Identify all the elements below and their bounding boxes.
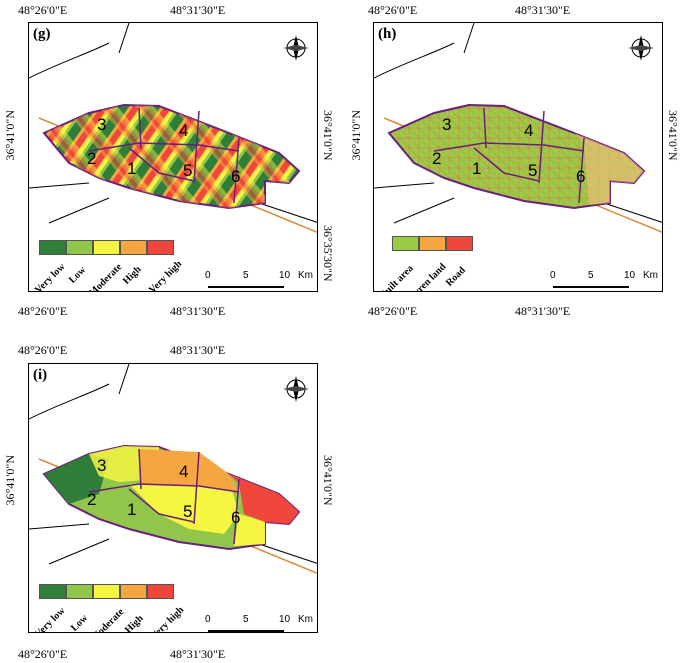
legend-swatch-moderate-i bbox=[93, 584, 120, 599]
lat-label-right-h: 36°41'0"N bbox=[666, 110, 680, 161]
legend-swatch-low bbox=[66, 240, 93, 255]
legend-swatch-very-high-i bbox=[147, 584, 174, 599]
zone-label-2-i: 2 bbox=[87, 490, 97, 509]
north-arrow-icon-h bbox=[624, 31, 658, 65]
zone-label-3-i: 3 bbox=[97, 456, 107, 475]
scale-unit-i: Km bbox=[298, 614, 313, 625]
zone-boundaries-g bbox=[88, 107, 240, 204]
lon-label-top-left-i: 48°26'0"E bbox=[18, 343, 68, 357]
zone-label-4-i: 4 bbox=[179, 462, 189, 481]
lat-label-left-i: 36°41'0"N bbox=[3, 455, 17, 506]
lat-label-right: 36°41'0"N bbox=[321, 110, 335, 161]
map-canvas-i bbox=[29, 364, 317, 574]
zone-label-4-h: 4 bbox=[524, 121, 534, 140]
map-canvas-h bbox=[374, 23, 662, 233]
lon-label-top-right: 48°31'30"E bbox=[170, 3, 226, 17]
lon-label-top-left-h: 48°26'0"E bbox=[368, 3, 418, 17]
scale-tick-0-h: 0 bbox=[550, 270, 556, 281]
map-frame-h: (h) 3 4 2 1 5 6 Built area Barren land R… bbox=[373, 22, 663, 292]
lon-label-top-right-h: 48°31'30"E bbox=[515, 3, 571, 17]
scale-unit-h: Km bbox=[643, 270, 658, 281]
map-frame-i: (i) 3 4 2 1 5 6 Very low Low Moderate Hi… bbox=[28, 363, 318, 633]
scale-tick-5: 5 bbox=[243, 270, 249, 281]
legend-swatch-high-i bbox=[120, 584, 147, 599]
lon-label-bottom-left-i: 48°26'0"E bbox=[18, 647, 68, 661]
lat-label-right-i: 36°41'0"N bbox=[321, 455, 335, 506]
lon-label-bottom-left-h: 48°26'0"E bbox=[368, 304, 418, 318]
map-frame-g: (g) 3 4 2 1 5 6 Very low Low Moderate Hi… bbox=[28, 22, 318, 292]
legend-g bbox=[39, 240, 174, 255]
zone-label-1: 1 bbox=[127, 159, 137, 178]
legend-swatch-very-low bbox=[39, 240, 66, 255]
legend-swatch-high bbox=[120, 240, 147, 255]
legend-swatch-road bbox=[446, 236, 473, 251]
north-arrow-icon bbox=[279, 31, 313, 65]
legend-i bbox=[39, 584, 174, 599]
road-lines-h bbox=[374, 23, 662, 224]
zone-label-6: 6 bbox=[231, 167, 241, 186]
zone-label-2-h: 2 bbox=[432, 149, 442, 168]
panel-label-h: (h) bbox=[378, 26, 397, 42]
lon-label-top-left: 48°26'0"E bbox=[18, 3, 68, 17]
scale-tick-10-h: 10 bbox=[624, 270, 636, 281]
legend-h bbox=[392, 236, 473, 251]
scale-tick-5-h: 5 bbox=[588, 270, 594, 281]
legend-swatch-built-area bbox=[392, 236, 419, 251]
legend-swatch-barren-land bbox=[419, 236, 446, 251]
zone-boundaries-i bbox=[88, 448, 240, 545]
lon-label-bottom-right-i: 48°31'30"E bbox=[170, 647, 226, 661]
legend-swatch-low-i bbox=[66, 584, 93, 599]
zone-label-4: 4 bbox=[179, 121, 189, 140]
legend-swatch-very-high bbox=[147, 240, 174, 255]
panel-label-i: (i) bbox=[33, 367, 48, 383]
road-lines-i bbox=[29, 364, 317, 565]
scale-tick-10: 10 bbox=[279, 270, 291, 281]
lon-label-bottom-right: 48°31'30"E bbox=[170, 304, 226, 318]
scale-tick-10-i: 10 bbox=[279, 614, 291, 625]
north-arrow-icon-i bbox=[279, 372, 313, 406]
zone-boundaries-h bbox=[433, 107, 585, 204]
panel-label-g: (g) bbox=[33, 26, 51, 42]
zone-label-6-i: 6 bbox=[231, 508, 241, 527]
zone-label-3: 3 bbox=[97, 115, 107, 134]
road-lines bbox=[29, 23, 317, 224]
map-canvas-g bbox=[29, 23, 317, 233]
lat-label-right-lower: 36°35'30"N bbox=[321, 225, 335, 282]
lon-label-top-right-i: 48°31'30"E bbox=[170, 343, 226, 357]
lon-label-bottom-left: 48°26'0"E bbox=[18, 304, 68, 318]
zone-label-3-h: 3 bbox=[442, 115, 452, 134]
lat-label-left-h: 36°41'0"N bbox=[349, 110, 363, 161]
zone-label-6-h: 6 bbox=[576, 167, 586, 186]
scale-unit: Km bbox=[298, 270, 313, 281]
zone-label-5-i: 5 bbox=[183, 502, 193, 521]
zone-label-1-h: 1 bbox=[472, 159, 482, 178]
lat-label-left: 36°41'0"N bbox=[3, 110, 17, 161]
lon-label-bottom-right-h: 48°31'30"E bbox=[515, 304, 571, 318]
scale-tick-0: 0 bbox=[205, 270, 211, 281]
zone-label-5: 5 bbox=[183, 161, 193, 180]
scale-tick-5-i: 5 bbox=[243, 614, 249, 625]
scale-tick-0-i: 0 bbox=[205, 614, 211, 625]
zone-label-5-h: 5 bbox=[528, 161, 538, 180]
legend-swatch-very-low-i bbox=[39, 584, 66, 599]
zone-label-1-i: 1 bbox=[127, 500, 137, 519]
legend-swatch-moderate bbox=[93, 240, 120, 255]
zone-label-2: 2 bbox=[87, 149, 97, 168]
